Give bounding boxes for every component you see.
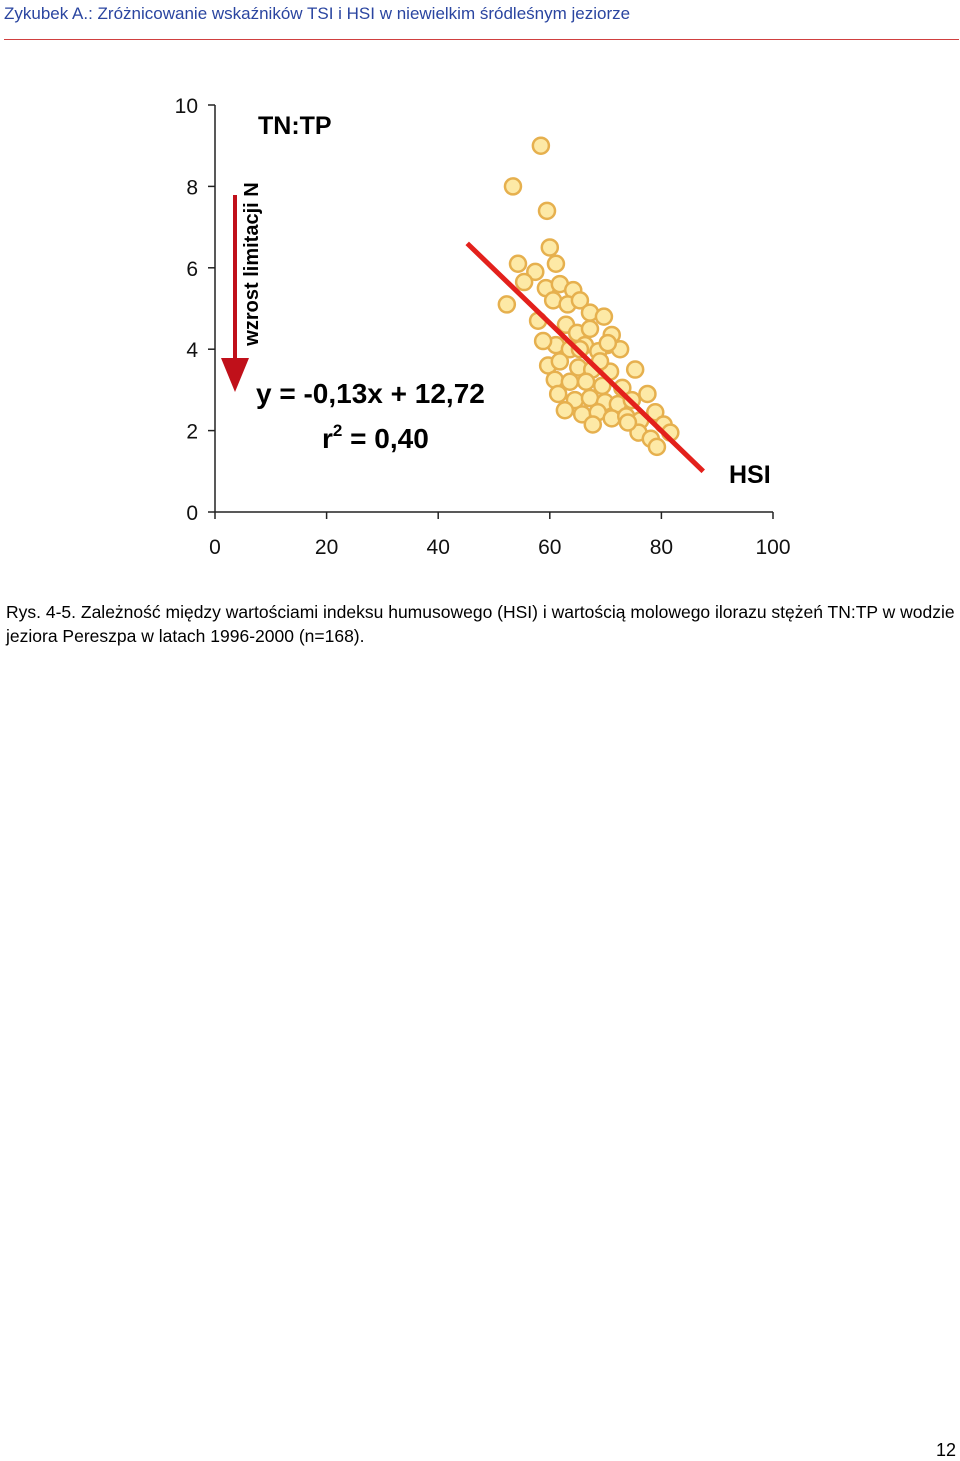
point xyxy=(598,333,618,353)
x-tick-label: 80 xyxy=(650,536,673,559)
point xyxy=(647,437,667,457)
point xyxy=(497,295,517,314)
arrow-label: wzrost limitacji N xyxy=(241,182,263,346)
y-annotation: TN:TP xyxy=(258,112,332,140)
y-tick-label: 0 xyxy=(186,502,198,525)
point xyxy=(514,272,534,292)
point xyxy=(533,331,553,351)
r2-sup: 2 xyxy=(333,421,342,440)
point xyxy=(537,201,557,221)
point xyxy=(580,319,600,339)
figure-caption: Rys. 4-5. Zależność między wartościami i… xyxy=(6,602,955,646)
trend-line xyxy=(465,241,705,474)
point xyxy=(546,254,566,273)
point xyxy=(503,177,523,196)
point xyxy=(550,352,570,371)
point xyxy=(646,403,665,422)
point xyxy=(625,360,645,379)
chart: TN:TP wzrost limitacji N y = -0,13x + 12… xyxy=(175,95,791,559)
y-tick-label: 4 xyxy=(186,339,198,362)
point xyxy=(618,413,638,432)
point xyxy=(594,307,614,326)
header-rule xyxy=(4,39,959,40)
point xyxy=(508,254,528,273)
y-tick-label: 6 xyxy=(186,258,198,281)
x-tick-label: 40 xyxy=(427,536,450,559)
point xyxy=(540,238,560,257)
point xyxy=(576,372,596,392)
r2-base: r xyxy=(322,423,333,454)
point xyxy=(555,401,575,420)
x-tick-label: 60 xyxy=(538,536,561,559)
y-tick-label: 2 xyxy=(186,421,198,444)
point xyxy=(583,415,603,434)
points xyxy=(497,136,680,457)
page-number: 12 xyxy=(935,1440,956,1460)
point xyxy=(638,384,657,404)
x-annotation: HSI xyxy=(729,461,771,489)
arrow-head xyxy=(221,358,249,392)
r2-value: = 0,40 xyxy=(342,423,428,454)
point xyxy=(548,384,568,404)
point xyxy=(526,262,545,282)
r-squared: r2 = 0,40 xyxy=(322,421,429,454)
y-tick-label: 8 xyxy=(186,176,198,199)
running-header: Zykubek A.: Zróżnicowanie wskaźników TSI… xyxy=(4,4,631,23)
point xyxy=(531,136,551,155)
x-tick-label: 100 xyxy=(755,536,790,559)
x-tick-label: 20 xyxy=(315,536,338,559)
x-tick-label: 0 xyxy=(209,536,221,559)
equation: y = -0,13x + 12,72 xyxy=(256,378,485,409)
point xyxy=(570,291,590,310)
y-tick-label: 10 xyxy=(175,95,198,118)
